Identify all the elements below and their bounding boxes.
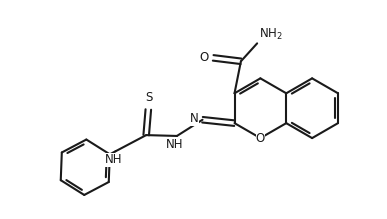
Text: O: O	[256, 132, 265, 145]
Text: N: N	[190, 112, 199, 125]
Text: NH$_2$: NH$_2$	[259, 27, 283, 42]
Text: O: O	[200, 51, 209, 64]
Text: NH: NH	[104, 154, 122, 166]
Text: NH: NH	[166, 138, 183, 151]
Text: S: S	[146, 90, 153, 104]
